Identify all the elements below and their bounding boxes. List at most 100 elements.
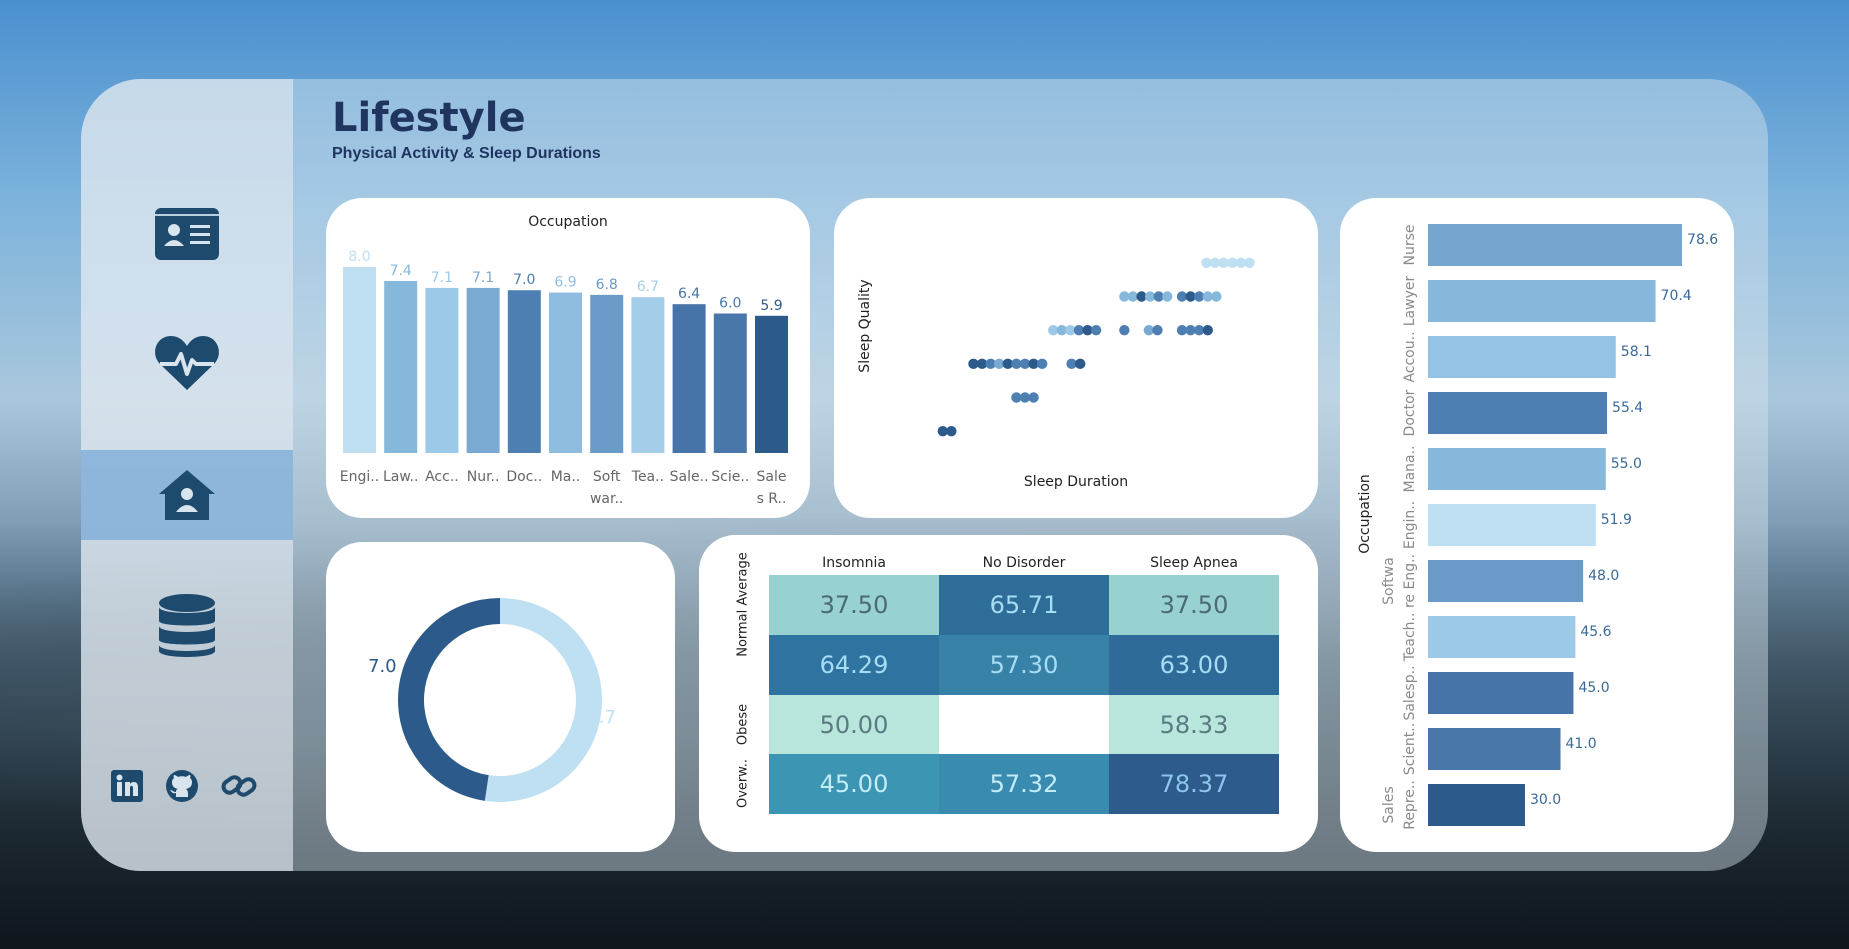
hbar xyxy=(1428,560,1584,602)
x-tick-label: Sale.. xyxy=(670,469,709,485)
bar-value-label: 6.0 xyxy=(719,295,741,311)
scatter-point xyxy=(1002,358,1014,370)
bar xyxy=(384,280,418,453)
table-cell: 45.00 xyxy=(769,754,939,814)
hbar-value-label: 51.9 xyxy=(1601,512,1632,528)
bar xyxy=(549,292,582,453)
bar-value-label: 5.9 xyxy=(760,298,782,314)
scatter-point xyxy=(1028,392,1039,403)
bmi-sleep-disorder-table-card: Insomnia No Disorder Sleep Apnea 37.50 65.71… xyxy=(699,535,1318,852)
column-header: No Disorder xyxy=(982,555,1066,571)
social-links xyxy=(111,769,257,803)
bar-value-label: 8.0 xyxy=(348,249,370,265)
hbar-value-label: 70.4 xyxy=(1661,288,1692,304)
scatter-point xyxy=(1193,324,1205,336)
heatmap-table: Insomnia No Disorder Sleep Apnea 37.50 65.71… xyxy=(699,535,1318,852)
scatter-point xyxy=(968,358,979,370)
scatter-y-label: Sleep Quality xyxy=(857,279,873,373)
donut-slice xyxy=(484,598,602,802)
scatter-point xyxy=(1176,291,1188,302)
y-tick-label: Salesp.. xyxy=(1402,665,1418,720)
bar xyxy=(343,266,376,453)
scatter-point xyxy=(1193,291,1205,302)
hbar xyxy=(1428,392,1608,434)
row-header: Obese xyxy=(735,703,751,746)
table-cell xyxy=(939,695,1109,755)
scatter-point xyxy=(1011,358,1022,370)
hbar-value-label: 48.0 xyxy=(1588,568,1619,584)
scatter-point xyxy=(1144,291,1156,302)
y-tick-label: Lawyer xyxy=(1402,276,1418,327)
scatter-point xyxy=(1185,324,1196,336)
bar-value-label: 7.1 xyxy=(431,270,453,286)
nav-item-health[interactable] xyxy=(81,318,293,408)
scatter-point xyxy=(1082,324,1093,336)
y-tick-label: Scient.. xyxy=(1402,723,1418,775)
bar xyxy=(713,313,747,453)
scatter-point xyxy=(1019,392,1031,403)
sidebar xyxy=(81,79,293,871)
table-cell: 37.50 xyxy=(1109,575,1279,635)
occupation-hbar-chart: 78.6 Nurse 70.4 Lawyer 58.1 Accou.. 55.4 Doctor… xyxy=(1381,224,1718,830)
hbar xyxy=(1428,728,1561,770)
hbar-value-label: 45.0 xyxy=(1578,680,1609,696)
hbar xyxy=(1428,672,1574,714)
bar-value-label: 6.7 xyxy=(637,279,659,295)
scatter-x-label: Sleep Duration xyxy=(1023,474,1129,490)
scatter-point xyxy=(1127,291,1139,302)
row-header: Overw.. xyxy=(735,759,751,808)
x-tick-label: war.. xyxy=(590,491,623,507)
row-header: Normal Average xyxy=(735,552,751,657)
scatter-point xyxy=(1185,291,1196,302)
bar-value-label: 7.1 xyxy=(472,270,494,286)
y-tick-label: re Eng.. xyxy=(1402,554,1418,608)
hbar xyxy=(1428,448,1606,490)
bar xyxy=(425,287,459,453)
hbar-value-label: 58.1 xyxy=(1621,344,1652,360)
table-cell: 50.00 xyxy=(769,695,939,755)
scatter-point xyxy=(937,425,948,437)
link-icon[interactable] xyxy=(221,771,257,801)
table-cell: 65.71 xyxy=(939,575,1109,635)
scatter-point xyxy=(1090,324,1102,336)
y-tick-label: Sales xyxy=(1381,786,1397,823)
donut-card: 7.7 7.0 xyxy=(326,542,675,852)
x-tick-label: Sale xyxy=(757,469,787,485)
github-icon[interactable] xyxy=(165,769,199,803)
x-tick-label: Tea.. xyxy=(631,469,664,485)
x-tick-label: Doc.. xyxy=(506,469,542,485)
bar-value-label: 7.0 xyxy=(513,272,535,288)
scatter-point xyxy=(1227,257,1238,269)
bar-value-label: 6.9 xyxy=(554,275,576,291)
scatter-point xyxy=(976,358,988,370)
scatter-point xyxy=(1136,291,1147,302)
table-cell: 37.50 xyxy=(769,575,939,635)
bar-value-label: 6.4 xyxy=(678,286,700,302)
y-tick-label: Repre.. xyxy=(1402,780,1418,830)
hbar-value-label: 30.0 xyxy=(1530,792,1561,808)
scatter-point xyxy=(1209,257,1221,269)
x-tick-label: Nur.. xyxy=(467,469,500,485)
hbar-value-label: 55.0 xyxy=(1611,456,1642,472)
scatter-point xyxy=(1211,291,1222,302)
dashboard-frame: Lifestyle Physical Activity & Sleep Dura… xyxy=(81,79,1768,871)
donut-label: 7.7 xyxy=(587,707,616,728)
hbar-value-label: 78.6 xyxy=(1687,232,1718,248)
hbar xyxy=(1428,616,1576,658)
column-header: Sleep Apnea xyxy=(1150,555,1238,571)
nav-item-data[interactable] xyxy=(81,581,293,671)
id-card-icon xyxy=(155,208,219,260)
donut-slice xyxy=(397,598,500,801)
scatter-point xyxy=(1036,358,1048,370)
occupation-hbar-card: 78.6 Nurse 70.4 Lawyer 58.1 Accou.. 55.4 Doctor… xyxy=(1340,198,1734,852)
nav-item-profile[interactable] xyxy=(81,189,293,279)
bar xyxy=(672,304,706,453)
nav-item-lifestyle[interactable] xyxy=(81,450,293,540)
scatter-point xyxy=(1201,257,1212,269)
table-cell: 58.33 xyxy=(1109,695,1279,755)
linkedin-icon[interactable] xyxy=(111,770,143,802)
table-cell: 57.32 xyxy=(939,754,1109,814)
y-tick-label: Nurse xyxy=(1402,224,1418,265)
donut-chart: 7.7 7.0 xyxy=(368,598,616,802)
table-cell: 63.00 xyxy=(1109,635,1279,695)
